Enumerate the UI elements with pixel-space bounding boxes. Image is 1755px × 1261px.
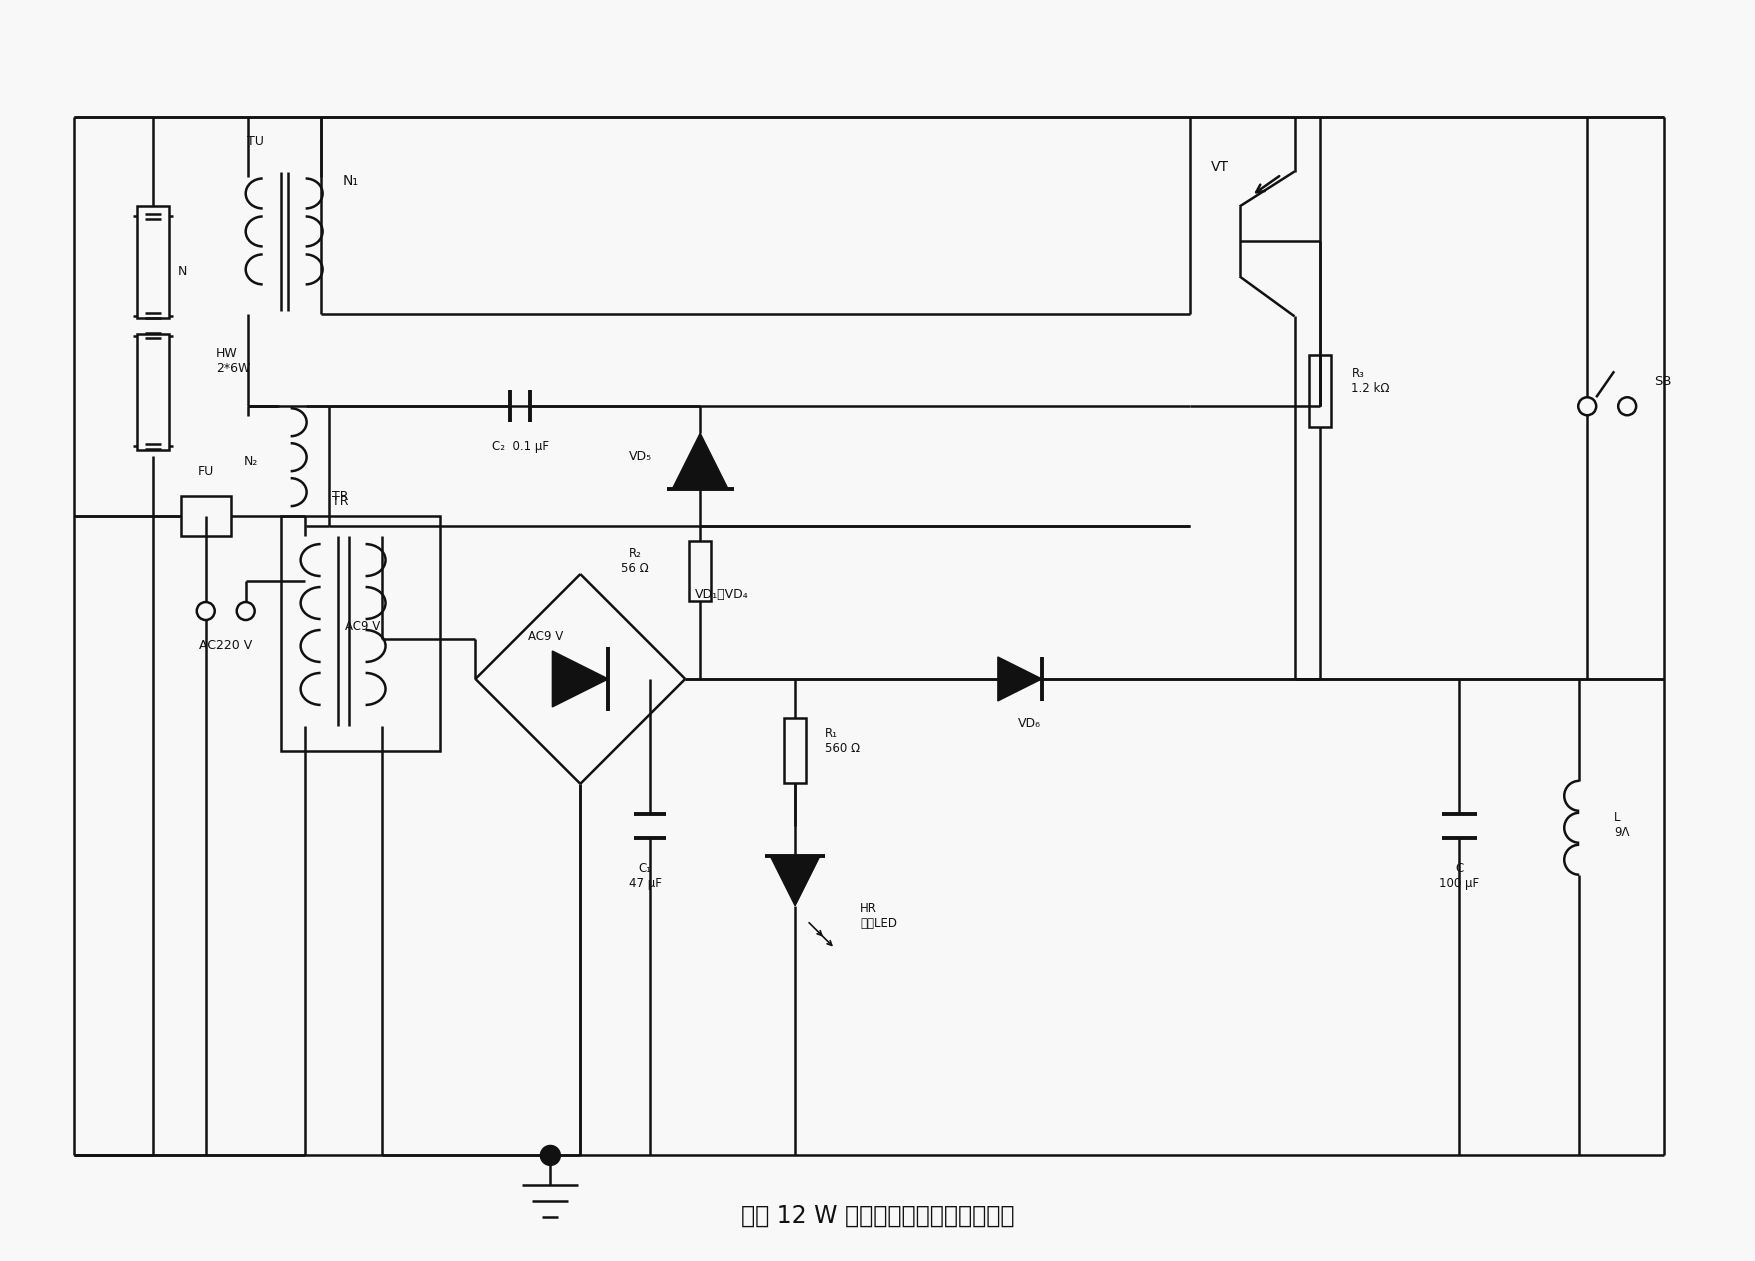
Bar (784, 719, 806, 783)
Text: N₁: N₁ (342, 174, 358, 188)
Text: N: N (177, 265, 188, 277)
Text: HR
指示LED: HR 指示LED (860, 902, 897, 929)
Text: N₂: N₂ (244, 455, 258, 468)
Text: C₂  0.1 μF: C₂ 0.1 μF (491, 440, 549, 453)
Polygon shape (770, 856, 820, 905)
Circle shape (541, 1145, 560, 1165)
Text: AC9 V: AC9 V (528, 630, 563, 643)
Text: AC220 V: AC220 V (198, 639, 253, 652)
Text: VD₅: VD₅ (628, 450, 651, 463)
Text: C
100 μF: C 100 μF (1439, 861, 1478, 890)
Text: R₃
1.2 kΩ: R₃ 1.2 kΩ (1351, 367, 1390, 395)
Text: 点亮 12 W 的日光灯的逆变器电路原理: 点亮 12 W 的日光灯的逆变器电路原理 (741, 1203, 1014, 1227)
Text: SB: SB (1653, 375, 1671, 388)
Text: TR: TR (332, 494, 349, 508)
Text: FU: FU (198, 464, 214, 478)
Bar (281, 516, 441, 750)
Polygon shape (997, 657, 1041, 701)
Text: C₁
47 μF: C₁ 47 μF (628, 861, 662, 890)
Text: L
9Λ: L 9Λ (1613, 811, 1629, 840)
Text: TU: TU (247, 135, 263, 148)
Bar (1307, 356, 1330, 427)
Text: R₁
560 Ω: R₁ 560 Ω (825, 726, 860, 755)
Bar (137, 334, 168, 450)
Bar (137, 207, 168, 318)
Polygon shape (672, 434, 728, 489)
Text: VT: VT (1209, 159, 1228, 174)
Bar (688, 541, 711, 601)
Text: VD₆: VD₆ (1018, 718, 1041, 730)
Text: TR: TR (332, 489, 349, 503)
Bar (181, 496, 230, 536)
Polygon shape (553, 651, 607, 707)
Text: AC9 V: AC9 V (344, 619, 381, 633)
Text: HW
2*6W: HW 2*6W (216, 347, 249, 376)
Text: VD₁～VD₄: VD₁～VD₄ (695, 588, 749, 600)
Text: R₂
56 Ω: R₂ 56 Ω (621, 547, 649, 575)
